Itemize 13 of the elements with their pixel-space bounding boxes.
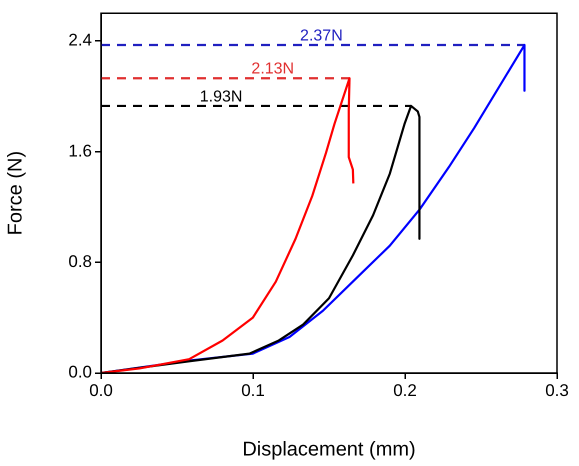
- y-tick-label: 0.0: [68, 362, 92, 382]
- y-tick-label: 2.4: [68, 30, 92, 50]
- x-tick-label: 0.0: [89, 380, 113, 400]
- y-tick-label: 1.6: [68, 141, 92, 160]
- x-tick-label: 0.2: [393, 380, 417, 400]
- annotation: 2.37N: [300, 27, 343, 44]
- y-axis-title: Force (N): [4, 150, 27, 236]
- x-tick-label: 0.3: [545, 380, 569, 400]
- annotation: 2.13N: [251, 60, 294, 78]
- annotation: 1.93N: [200, 88, 242, 106]
- y-tick-label: 0.8: [68, 252, 92, 271]
- x-axis-title: Displacement (mm): [242, 438, 416, 461]
- x-tick-label: 0.1: [241, 380, 265, 400]
